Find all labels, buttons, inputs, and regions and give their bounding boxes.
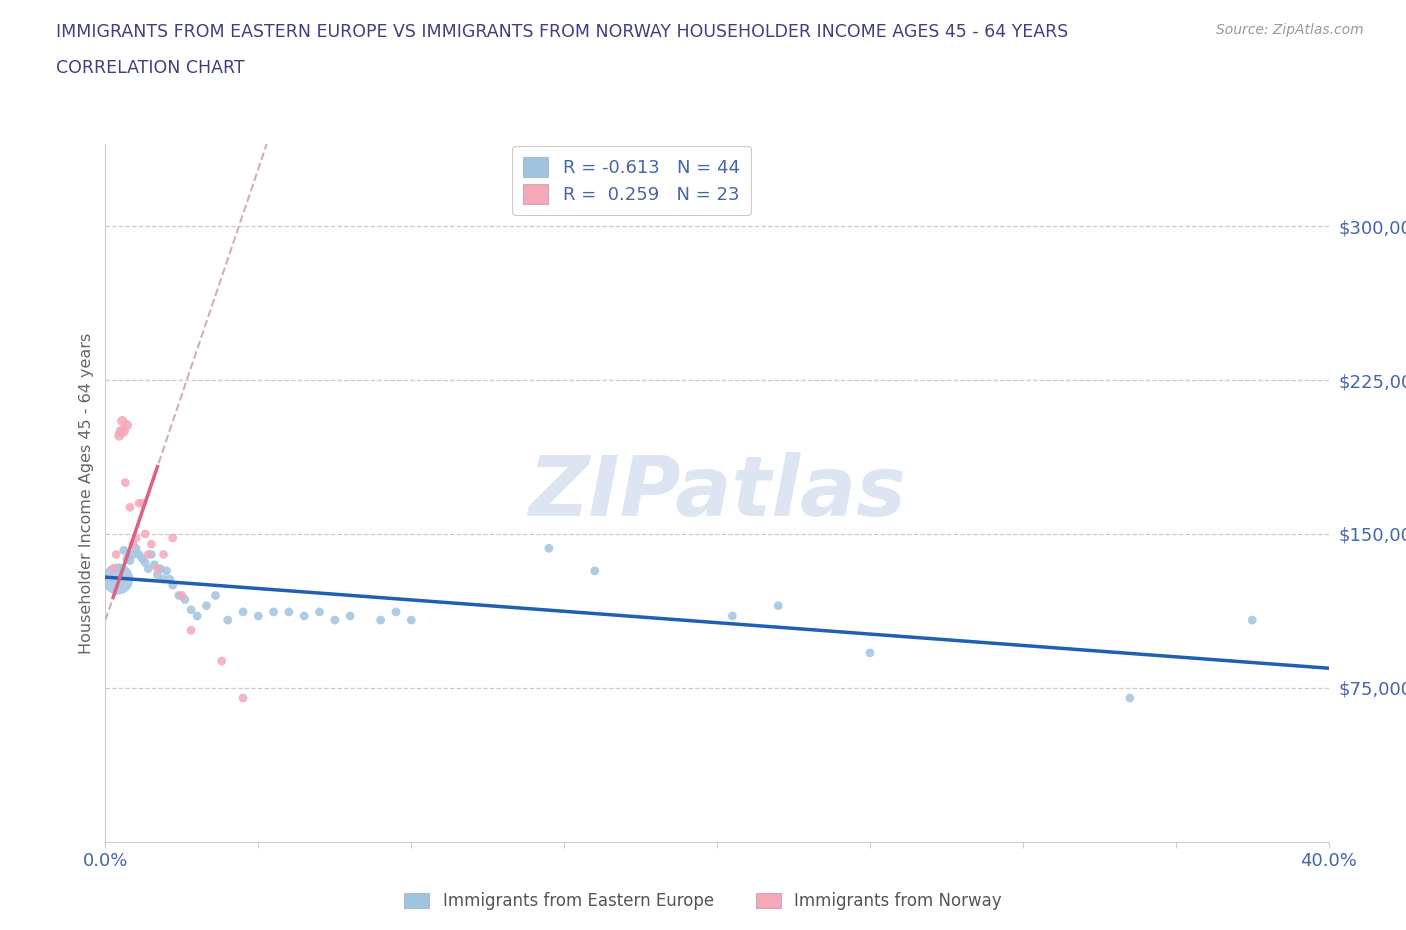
Point — [125, 541, 148, 556]
Point — [108, 428, 131, 443]
Point — [211, 654, 233, 669]
Point — [112, 424, 135, 439]
Legend: Immigrants from Eastern Europe, Immigrants from Norway: Immigrants from Eastern Europe, Immigran… — [398, 885, 1008, 917]
Point — [111, 414, 134, 429]
Point — [1241, 613, 1264, 628]
Text: CORRELATION CHART: CORRELATION CHART — [56, 59, 245, 76]
Point — [159, 572, 181, 587]
Point — [110, 562, 132, 577]
Point — [114, 475, 136, 490]
Point — [170, 588, 193, 603]
Point — [118, 499, 141, 514]
Point — [115, 551, 138, 566]
Point — [721, 608, 744, 623]
Point — [278, 604, 301, 619]
Point — [149, 562, 172, 577]
Point — [292, 608, 315, 623]
Point — [339, 608, 361, 623]
Point — [195, 598, 218, 613]
Point — [370, 613, 392, 628]
Point — [134, 555, 156, 570]
Point — [152, 572, 174, 587]
Point — [134, 526, 156, 541]
Point — [180, 623, 202, 638]
Point — [247, 608, 270, 623]
Point — [204, 588, 226, 603]
Point — [186, 608, 208, 623]
Text: ZIPatlas: ZIPatlas — [529, 452, 905, 534]
Point — [385, 604, 408, 619]
Point — [107, 572, 129, 587]
Point — [232, 691, 254, 706]
Point — [155, 564, 177, 578]
Point — [141, 537, 163, 551]
Point — [115, 418, 138, 432]
Point — [146, 562, 169, 577]
Point — [308, 604, 330, 619]
Point — [232, 604, 254, 619]
Point — [217, 613, 239, 628]
Point — [128, 547, 150, 562]
Point — [768, 598, 790, 613]
Point — [118, 553, 141, 568]
Point — [162, 578, 184, 592]
Point — [152, 547, 174, 562]
Point — [174, 592, 197, 607]
Point — [136, 547, 159, 562]
Point — [125, 531, 148, 546]
Text: IMMIGRANTS FROM EASTERN EUROPE VS IMMIGRANTS FROM NORWAY HOUSEHOLDER INCOME AGES: IMMIGRANTS FROM EASTERN EUROPE VS IMMIGR… — [56, 23, 1069, 41]
Point — [583, 564, 606, 578]
Point — [1119, 691, 1142, 706]
Point — [131, 551, 153, 566]
Point — [323, 613, 346, 628]
Point — [122, 547, 145, 562]
Point — [263, 604, 285, 619]
Point — [537, 541, 560, 556]
Point — [141, 547, 163, 562]
Point — [128, 496, 150, 511]
Point — [110, 424, 132, 439]
Point — [136, 562, 159, 577]
Point — [122, 537, 145, 551]
Legend: R = -0.613   N = 44, R =  0.259   N = 23: R = -0.613 N = 44, R = 0.259 N = 23 — [512, 146, 751, 215]
Y-axis label: Householder Income Ages 45 - 64 years: Householder Income Ages 45 - 64 years — [79, 332, 94, 654]
Point — [180, 603, 202, 618]
Text: Source: ZipAtlas.com: Source: ZipAtlas.com — [1216, 23, 1364, 37]
Point — [105, 547, 128, 562]
Point — [112, 543, 135, 558]
Point — [167, 588, 190, 603]
Point — [146, 567, 169, 582]
Point — [131, 496, 153, 511]
Point — [143, 557, 166, 572]
Point — [101, 562, 124, 577]
Point — [859, 645, 882, 660]
Point — [399, 613, 422, 628]
Point — [162, 531, 184, 546]
